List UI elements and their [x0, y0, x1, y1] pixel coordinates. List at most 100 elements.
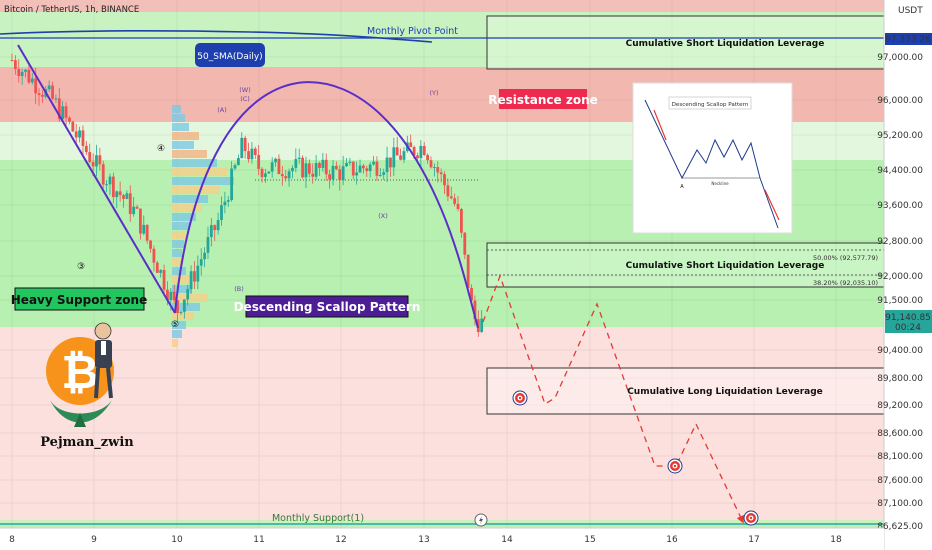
currency-label: USDT	[898, 6, 923, 16]
long-liq-label: Cumulative Long Liquidation Leverage	[627, 387, 823, 397]
candle-body	[108, 176, 112, 185]
price-tick-label: 95,200.00	[877, 131, 923, 141]
wave-label-5: ⑤	[171, 320, 179, 330]
candle-body	[348, 161, 352, 164]
candle-body	[27, 69, 31, 83]
price-tick-label: 92,000.00	[877, 272, 923, 282]
short-liq-mid-label: Cumulative Short Liquidation Leverage	[626, 261, 825, 271]
candle-body	[149, 240, 152, 249]
candle-body	[206, 237, 210, 253]
candle-body	[307, 163, 311, 174]
candle-body	[189, 271, 193, 290]
author-name: Pejman_zwin	[40, 435, 134, 450]
candle-body	[220, 205, 223, 221]
top-resistance-band	[0, 0, 884, 12]
sma-daily-line[interactable]	[0, 29, 433, 43]
time-axis[interactable]	[0, 528, 884, 550]
candle-body	[304, 163, 308, 178]
candle-body	[132, 206, 136, 215]
candle-body	[301, 157, 304, 178]
sma-badge: 50_SMA(Daily)	[195, 43, 265, 67]
price-tick-label: 87,600.00	[877, 476, 923, 486]
price-axis[interactable]	[884, 0, 932, 550]
volume-profile-bar	[172, 312, 194, 320]
candle-body	[446, 185, 450, 197]
time-tick-label: 9	[91, 535, 97, 545]
candle-body	[368, 164, 372, 172]
candle-body	[351, 161, 355, 176]
candle-body	[294, 159, 298, 168]
candle-body	[358, 165, 362, 173]
candle-body	[193, 271, 196, 282]
wave-label-3: ③	[77, 262, 85, 272]
price-tick-label: 90,400.00	[877, 346, 923, 356]
volume-profile-bar	[172, 222, 190, 230]
volume-profile-bar	[172, 213, 196, 221]
candle-body	[372, 161, 375, 165]
candle-body	[172, 291, 176, 301]
candle-body	[422, 145, 426, 155]
candle-body	[453, 198, 457, 204]
scallop-label: Descending Scallop Pattern	[234, 300, 421, 314]
volume-profile-bar	[172, 276, 189, 284]
candle-body	[449, 196, 453, 199]
candle-body	[159, 270, 163, 273]
short-liq-box-mid[interactable]	[486, 242, 885, 288]
long-liq-box[interactable]	[486, 367, 885, 415]
time-tick-label: 18	[830, 535, 842, 545]
svg-text:₿: ₿	[61, 345, 99, 399]
candle-body	[480, 318, 484, 333]
author-avatar-icon	[94, 322, 113, 399]
symbol-title: Bitcoin / TetherUS, 1h, BINANCE	[4, 5, 139, 15]
candle-body	[118, 191, 122, 196]
candle-body	[74, 131, 78, 138]
candle-body	[389, 157, 392, 168]
candle-body	[209, 225, 213, 238]
inset-point-a: A	[680, 184, 684, 190]
inset-title: Descending Scallop Pattern	[672, 102, 749, 108]
time-tick-label: 11	[253, 535, 264, 545]
candle-body	[470, 287, 473, 301]
candle-body	[71, 121, 75, 132]
volume-profile-bar	[172, 204, 202, 212]
volume-profile-bar	[172, 141, 194, 149]
wave-label-w: (W)	[239, 86, 251, 94]
candle-body	[155, 262, 159, 273]
candle-body	[135, 206, 139, 209]
volume-profile-bar	[172, 330, 182, 338]
candle-body	[378, 174, 382, 176]
candle-body	[101, 164, 105, 185]
candle-body	[260, 168, 264, 178]
pivot-price-label: 97,373.26	[885, 35, 931, 45]
candle-body	[41, 94, 44, 97]
candle-body	[328, 174, 332, 180]
candle-body	[416, 155, 419, 159]
candle-body	[365, 168, 369, 172]
candle-body	[284, 176, 288, 179]
candle-body	[331, 165, 335, 180]
candle-body	[287, 171, 291, 179]
candle-body	[247, 151, 250, 160]
candle-body	[169, 291, 173, 301]
short-liq-box-top[interactable]	[486, 15, 885, 70]
price-tick-label: 93,600.00	[877, 201, 923, 211]
candle-body	[466, 254, 470, 288]
volume-profile-bar	[172, 249, 182, 257]
candle-body	[51, 85, 54, 99]
resistance-badge: Resistance zone	[488, 89, 598, 109]
volume-profile-bar	[172, 285, 192, 293]
candle-body	[473, 300, 477, 320]
scallop-badge: Descending Scallop Pattern	[234, 295, 421, 318]
target-icon	[667, 458, 683, 474]
price-tick-label: 91,500.00	[877, 296, 923, 306]
candle-body	[236, 158, 240, 166]
volume-profile-bar	[172, 303, 200, 311]
wave-label-a: (A)	[217, 106, 227, 114]
candle-body	[47, 85, 51, 90]
price-tick-label: 89,200.00	[877, 401, 923, 411]
candle-body	[291, 167, 294, 172]
candle-body	[355, 172, 359, 176]
candle-body	[362, 165, 365, 169]
candle-body	[68, 117, 71, 122]
